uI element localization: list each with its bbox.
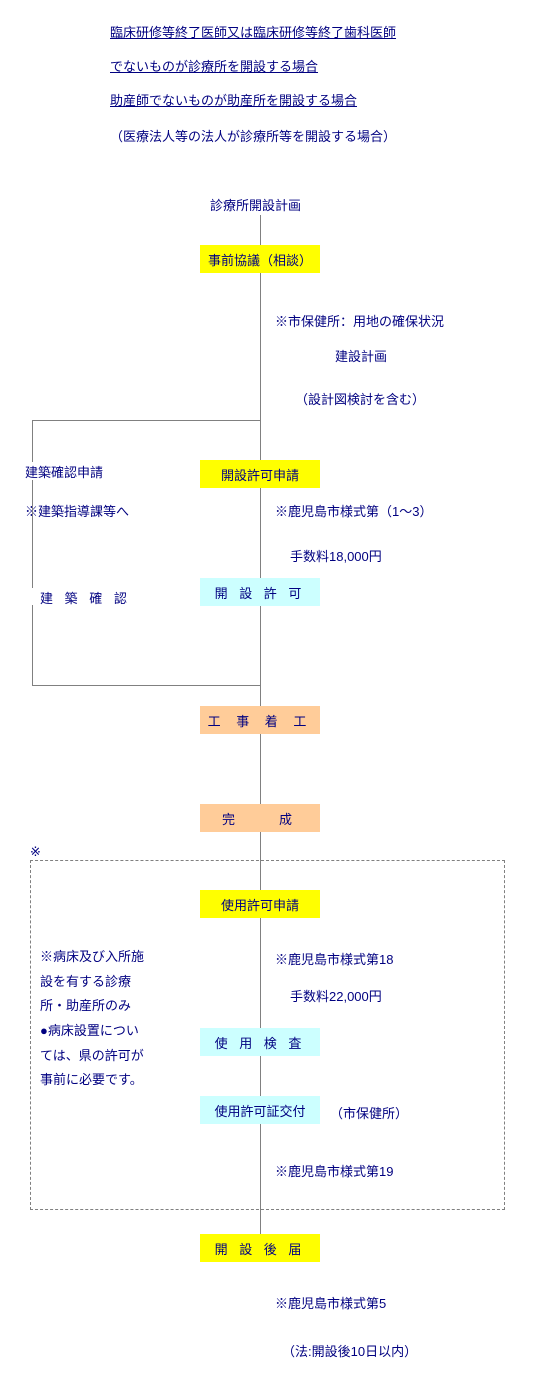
vline-2 bbox=[260, 273, 261, 463]
vline-3 bbox=[260, 488, 261, 578]
post-note-2: （法:開設後10日以内） bbox=[282, 1340, 417, 1363]
post-note-1: ※鹿児島市様式第5 bbox=[275, 1292, 386, 1315]
use-inspect-box: 使 用 検 査 bbox=[200, 1028, 320, 1056]
use-inspect-label: 使 用 検 査 bbox=[215, 1033, 306, 1052]
vline-4 bbox=[260, 606, 261, 706]
title-line-4: （医療法人等の法人が診療所等を開設する場合） bbox=[110, 124, 396, 150]
bldg-confirm-label: 建 築 確 認 bbox=[40, 588, 131, 607]
vline-8 bbox=[260, 1056, 261, 1096]
complete-label: 完 成 bbox=[222, 809, 298, 828]
use-apply-box: 使用許可申請 bbox=[200, 890, 320, 918]
hline-branch bbox=[32, 420, 260, 421]
hline-merge bbox=[32, 685, 260, 686]
construct-label: 工 事 着 工 bbox=[208, 711, 313, 730]
vline-7 bbox=[260, 918, 261, 1028]
post-report-label: 開 設 後 届 bbox=[215, 1239, 306, 1258]
title-line-1: 臨床研修等終了医師又は臨床研修等終了歯科医師 bbox=[110, 20, 396, 46]
use-apply-note-1: ※鹿児島市様式第18 bbox=[275, 948, 393, 971]
vline-left-1 bbox=[32, 420, 33, 462]
title-line-2: でないものが診療所を開設する場合 bbox=[110, 54, 396, 80]
section-mark: ※ bbox=[30, 840, 41, 863]
open-apply-box: 開設許可申請 bbox=[200, 460, 320, 488]
use-cert-label: 使用許可証交付 bbox=[214, 1101, 305, 1120]
vline-left-2 bbox=[32, 480, 33, 588]
preconsult-label: 事前協議（相談） bbox=[208, 250, 312, 269]
title-block: 臨床研修等終了医師又は臨床研修等終了歯科医師 でないものが診療所を開設する場合 … bbox=[110, 20, 396, 150]
bldg-apply-note: ※建築指導課等へ bbox=[25, 500, 129, 523]
open-apply-note-1: ※鹿児島市様式第（1～3） bbox=[275, 500, 432, 523]
vline-left-3 bbox=[32, 605, 33, 685]
vline-6 bbox=[260, 832, 261, 890]
preconsult-note-3: （設計図検討を含む） bbox=[295, 388, 425, 411]
use-apply-note-2: 手数料22,000円 bbox=[290, 985, 382, 1008]
use-apply-label: 使用許可申請 bbox=[221, 895, 299, 914]
use-cert-note-2: ※鹿児島市様式第19 bbox=[275, 1160, 393, 1183]
open-apply-label: 開設許可申請 bbox=[221, 465, 299, 484]
open-apply-note-2: 手数料18,000円 bbox=[290, 545, 382, 568]
vline-1 bbox=[260, 215, 261, 245]
title-line-3: 助産師でないものが助産所を開設する場合 bbox=[110, 88, 396, 114]
use-cert-note: （市保健所） bbox=[330, 1102, 408, 1125]
vline-5 bbox=[260, 734, 261, 804]
side-note: ※病床及び入所施設を有する診療所・助産所のみ ●病床設置については、県の許可が事… bbox=[40, 945, 145, 1093]
open-permit-box: 開 設 許 可 bbox=[200, 578, 320, 606]
preconsult-box: 事前協議（相談） bbox=[200, 245, 320, 273]
preconsult-note-2: 建設計画 bbox=[335, 345, 387, 368]
post-report-box: 開 設 後 届 bbox=[200, 1234, 320, 1262]
construct-box: 工 事 着 工 bbox=[200, 706, 320, 734]
open-permit-label: 開 設 許 可 bbox=[215, 583, 306, 602]
complete-box: 完 成 bbox=[200, 804, 320, 832]
bldg-apply-label: 建築確認申請 bbox=[25, 462, 103, 481]
use-cert-box: 使用許可証交付 bbox=[200, 1096, 320, 1124]
preconsult-note-1: ※市保健所：用地の確保状況 bbox=[275, 310, 444, 333]
start-label: 診療所開設計画 bbox=[210, 195, 301, 214]
vline-9 bbox=[260, 1124, 261, 1234]
